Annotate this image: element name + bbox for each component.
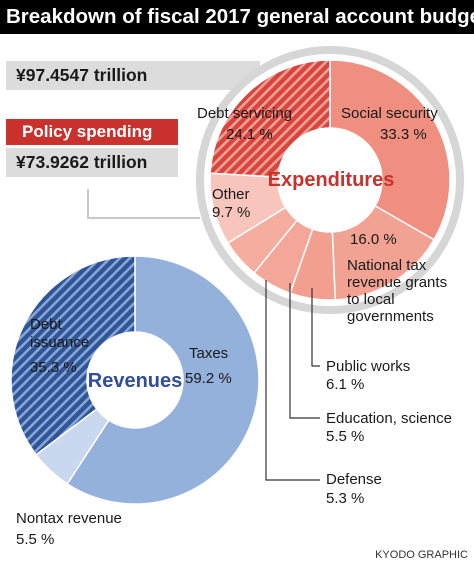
local-grants-label-4: governments <box>347 308 434 325</box>
education-leader <box>289 283 320 419</box>
debt-servicing-value: 24.1 % <box>226 126 273 143</box>
policy-spending-label: Policy spending <box>6 119 178 145</box>
other-label: Other <box>212 186 250 203</box>
defense-value: 5.3 % <box>326 490 364 507</box>
local-grants-label-2: revenue grants <box>347 274 447 291</box>
slice-debt-servicing <box>209 59 331 178</box>
expenditures-center-label: Expenditures <box>268 169 395 191</box>
public-works-label: Public works <box>326 358 410 375</box>
debt-issuance-label-2: issuance <box>30 334 89 351</box>
defense-leader <box>265 280 320 481</box>
slice-national-tax-revenue-grants-to-local-governments <box>331 204 436 301</box>
education-label: Education, science <box>326 410 452 427</box>
chart-title: Breakdown of fiscal 2017 general account… <box>0 0 474 34</box>
defense-label: Defense <box>326 471 382 488</box>
local-grants-label-3: to local <box>347 291 395 308</box>
taxes-label: Taxes <box>189 345 228 362</box>
education-value: 5.5 % <box>326 428 364 445</box>
credit-text: KYODO GRAPHIC <box>375 549 468 561</box>
social-security-value: 33.3 % <box>380 126 427 143</box>
slice-debt-issuance <box>10 255 136 456</box>
public-works-leader <box>311 288 320 367</box>
debt-issuance-label-1: Debt <box>30 316 63 333</box>
public-works-value: 6.1 % <box>326 376 364 393</box>
nontax-label: Nontax revenue <box>16 510 122 527</box>
local-grants-label-1: National tax <box>347 257 427 274</box>
social-security-label: Social security <box>341 105 438 122</box>
other-value: 9.7 % <box>212 204 250 221</box>
revenues-center-label: Revenues <box>88 370 183 392</box>
nontax-value: 5.5 % <box>16 531 54 548</box>
local-grants-value: 16.0 % <box>350 231 397 248</box>
total-budget-value: ¥97.4547 trillion <box>6 61 260 90</box>
debt-issuance-value: 35.3 % <box>30 359 77 376</box>
debt-servicing-label: Debt servicing <box>197 105 292 122</box>
total-connector-line <box>87 189 200 219</box>
taxes-value: 59.2 % <box>185 370 232 387</box>
slice-social-security <box>329 59 451 241</box>
slice-taxes <box>66 255 260 505</box>
policy-spending-value: ¥73.9262 trillion <box>6 148 178 177</box>
